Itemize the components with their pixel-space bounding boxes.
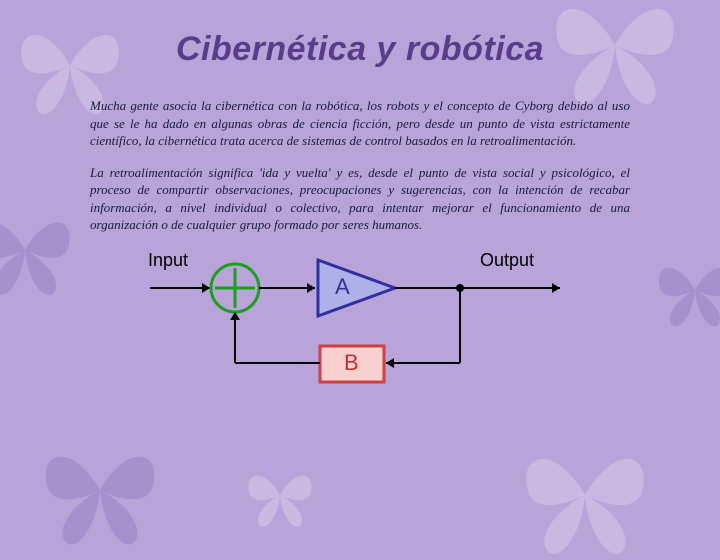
paragraph-2: La retroalimentación significa 'ida y vu… — [90, 164, 630, 234]
butterfly-icon — [510, 430, 660, 560]
slide-content: Cibernética y robótica Mucha gente asoci… — [0, 0, 720, 388]
diagram-block-a: A — [335, 274, 350, 300]
diagram-output-label: Output — [480, 250, 534, 271]
paragraph-1: Mucha gente asocia la cibernética con la… — [90, 97, 630, 150]
diagram-block-b: B — [344, 350, 359, 376]
feedback-diagram: Input Output A B — [140, 248, 580, 388]
butterfly-icon — [240, 460, 320, 530]
page-title: Cibernética y robótica — [90, 30, 630, 69]
butterfly-icon — [30, 430, 170, 550]
diagram-input-label: Input — [148, 250, 188, 271]
